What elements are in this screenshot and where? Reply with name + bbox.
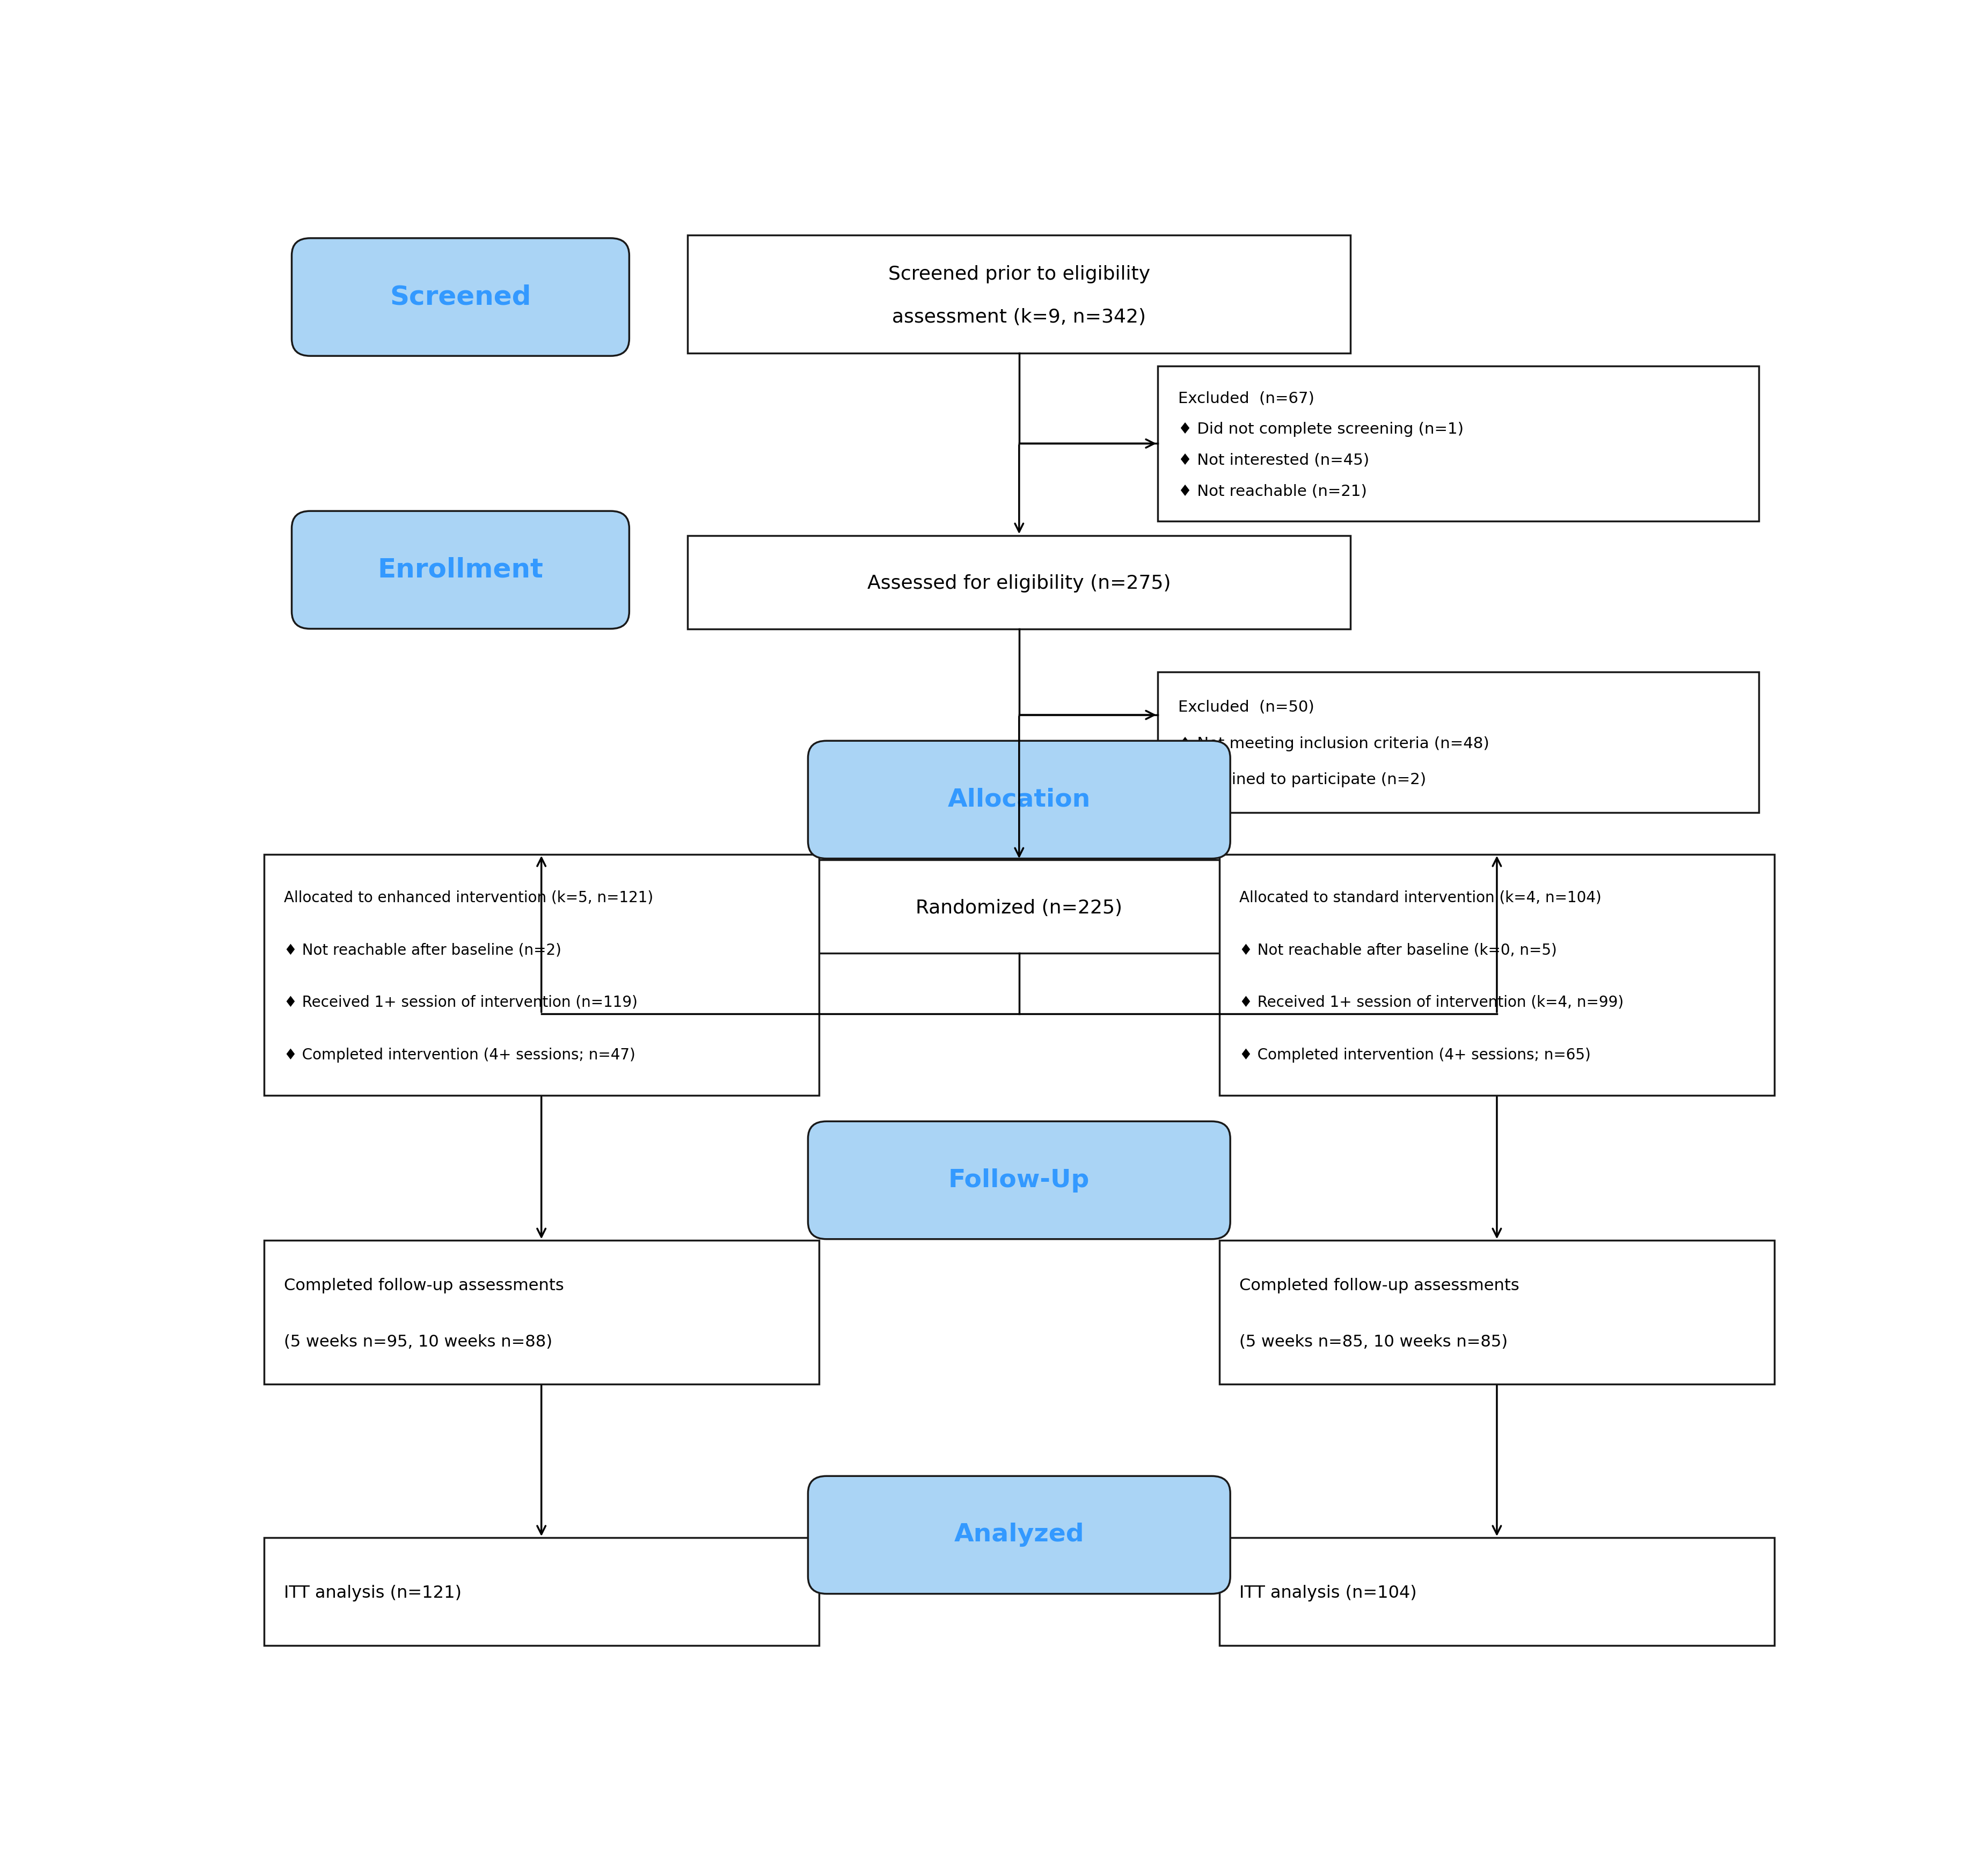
Text: (5 weeks n=85, 10 weeks n=85): (5 weeks n=85, 10 weeks n=85) xyxy=(1239,1333,1507,1350)
Text: ♦ Received 1+ session of intervention (k=4, n=99): ♦ Received 1+ session of intervention (k… xyxy=(1239,996,1624,1011)
FancyBboxPatch shape xyxy=(292,511,628,629)
Text: Assessed for eligibility (n=275): Assessed for eligibility (n=275) xyxy=(867,574,1171,593)
FancyBboxPatch shape xyxy=(264,854,819,1095)
Text: Enrollment: Enrollment xyxy=(378,558,543,582)
Text: ♦ Not interested (n=45): ♦ Not interested (n=45) xyxy=(1177,453,1368,468)
FancyBboxPatch shape xyxy=(688,860,1350,953)
Text: ♦ Completed intervention (4+ sessions; n=47): ♦ Completed intervention (4+ sessions; n… xyxy=(284,1048,636,1063)
FancyBboxPatch shape xyxy=(807,1475,1231,1595)
Text: Follow-Up: Follow-Up xyxy=(948,1167,1089,1192)
FancyBboxPatch shape xyxy=(264,1539,819,1645)
Text: ♦ Not meeting inclusion criteria (n=48): ♦ Not meeting inclusion criteria (n=48) xyxy=(1177,737,1489,752)
FancyBboxPatch shape xyxy=(264,1240,819,1384)
FancyBboxPatch shape xyxy=(688,535,1350,629)
Text: Screened prior to eligibility: Screened prior to eligibility xyxy=(889,265,1149,283)
FancyBboxPatch shape xyxy=(807,740,1231,858)
Text: ♦ Not reachable after baseline (k=0, n=5): ♦ Not reachable after baseline (k=0, n=5… xyxy=(1239,942,1557,957)
Text: Completed follow-up assessments: Completed follow-up assessments xyxy=(284,1278,565,1294)
Text: ITT analysis (n=104): ITT analysis (n=104) xyxy=(1239,1585,1417,1602)
FancyBboxPatch shape xyxy=(292,239,628,356)
Text: Screened: Screened xyxy=(390,283,531,310)
Text: ♦ Not reachable (n=21): ♦ Not reachable (n=21) xyxy=(1177,483,1366,498)
Text: Allocation: Allocation xyxy=(948,787,1089,811)
FancyBboxPatch shape xyxy=(1219,1539,1773,1645)
Text: assessment (k=9, n=342): assessment (k=9, n=342) xyxy=(893,308,1145,326)
Text: Analyzed: Analyzed xyxy=(954,1524,1083,1546)
Text: Allocated to standard intervention (k=4, n=104): Allocated to standard intervention (k=4,… xyxy=(1239,890,1600,905)
FancyBboxPatch shape xyxy=(1157,671,1757,813)
Text: ♦ Not reachable after baseline (n=2): ♦ Not reachable after baseline (n=2) xyxy=(284,942,561,957)
Text: Excluded  (n=67): Excluded (n=67) xyxy=(1177,392,1314,407)
Text: Excluded  (n=50): Excluded (n=50) xyxy=(1177,699,1314,714)
FancyBboxPatch shape xyxy=(1219,1240,1773,1384)
Text: ♦ Declined to participate (n=2): ♦ Declined to participate (n=2) xyxy=(1177,772,1425,787)
FancyBboxPatch shape xyxy=(807,1121,1231,1238)
Text: ITT analysis (n=121): ITT analysis (n=121) xyxy=(284,1585,461,1602)
Text: Allocated to enhanced intervention (k=5, n=121): Allocated to enhanced intervention (k=5,… xyxy=(284,890,654,905)
Text: ♦ Received 1+ session of intervention (n=119): ♦ Received 1+ session of intervention (n… xyxy=(284,996,638,1011)
Text: Completed follow-up assessments: Completed follow-up assessments xyxy=(1239,1278,1519,1294)
Text: Randomized (n=225): Randomized (n=225) xyxy=(916,899,1121,918)
FancyBboxPatch shape xyxy=(1219,854,1773,1095)
Text: ♦ Did not complete screening (n=1): ♦ Did not complete screening (n=1) xyxy=(1177,421,1463,436)
FancyBboxPatch shape xyxy=(688,235,1350,352)
Text: ♦ Completed intervention (4+ sessions; n=65): ♦ Completed intervention (4+ sessions; n… xyxy=(1239,1048,1590,1063)
Text: (5 weeks n=95, 10 weeks n=88): (5 weeks n=95, 10 weeks n=88) xyxy=(284,1333,553,1350)
FancyBboxPatch shape xyxy=(1157,366,1757,520)
